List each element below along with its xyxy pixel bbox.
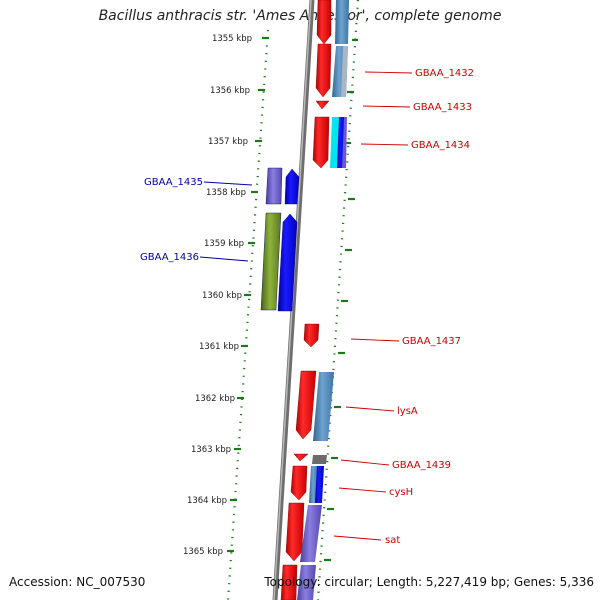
right-leader-lines <box>333 71 413 541</box>
tick-label: 1363 kbp <box>191 445 231 455</box>
right-tick-marks <box>324 38 358 562</box>
left-tick-marks <box>227 36 269 553</box>
tick-label: 1355 kbp <box>212 34 252 44</box>
topology-text: Topology: circular; Length: 5,227,419 bp… <box>264 575 594 589</box>
gene-label-1437: GBAA_1437 <box>402 336 461 347</box>
right-gene-labels: GBAA_1432 GBAA_1433 GBAA_1434 GBAA_1437 … <box>385 68 474 546</box>
gene-arrow-sat <box>285 502 305 562</box>
cog-block-1436 <box>260 212 282 311</box>
genome-backbone <box>272 0 315 600</box>
gene-label-1434: GBAA_1434 <box>411 140 470 151</box>
tick-label: 1362 kbp <box>195 394 235 404</box>
gene-arrow-next <box>280 564 298 600</box>
tick-label: 1358 kbp <box>206 188 246 198</box>
tick-label: 1357 kbp <box>208 137 248 147</box>
tick-label: 1365 kbp <box>183 547 223 557</box>
tick-label: 1364 kbp <box>187 496 227 506</box>
gene-arrow-1434 <box>312 116 330 169</box>
tick-label: 1361 kbp <box>199 342 239 352</box>
gene-label-1439: GBAA_1439 <box>392 460 451 471</box>
gene-arrow-1436 <box>277 213 298 312</box>
gene-arrow-1431 <box>316 0 332 45</box>
gene-label-cysH: cysH <box>389 487 413 498</box>
reverse-genes <box>260 167 300 312</box>
forward-genes <box>280 0 332 600</box>
gene-arrow-1435 <box>284 168 300 205</box>
tick-label: 1360 kbp <box>202 291 242 301</box>
tick-labels: 1355 kbp 1356 kbp 1357 kbp 1358 kbp 1359… <box>183 34 252 557</box>
gene-arrow-1439 <box>293 453 309 462</box>
left-gene-labels: GBAA_1435 GBAA_1436 <box>140 177 203 263</box>
gene-label-1435: GBAA_1435 <box>144 177 203 188</box>
gene-arrow-1433 <box>315 100 330 110</box>
tick-label: 1359 kbp <box>204 239 244 249</box>
gene-label-1433: GBAA_1433 <box>413 102 472 113</box>
gene-label-1436: GBAA_1436 <box>140 252 199 263</box>
gene-label-lysA: lysA <box>397 406 418 417</box>
gene-label-sat: sat <box>385 535 400 546</box>
tick-label: 1356 kbp <box>210 86 250 96</box>
gene-arrow-lysA <box>295 370 317 440</box>
gene-arrow-cysH <box>290 465 308 501</box>
right-dotted-ring <box>316 0 360 600</box>
accession-text: Accession: NC_007530 <box>9 575 146 589</box>
left-dotted-ring <box>226 29 270 600</box>
cog-block-1435 <box>265 167 283 205</box>
gene-arrow-1437 <box>303 323 320 348</box>
left-leader-lines <box>199 181 253 262</box>
gene-label-1432: GBAA_1432 <box>415 68 474 79</box>
map-title: Bacillus anthracis str. 'Ames Ancestor',… <box>98 8 502 24</box>
gene-arrow-1432 <box>315 43 332 98</box>
cog-blocks-right <box>297 0 349 600</box>
